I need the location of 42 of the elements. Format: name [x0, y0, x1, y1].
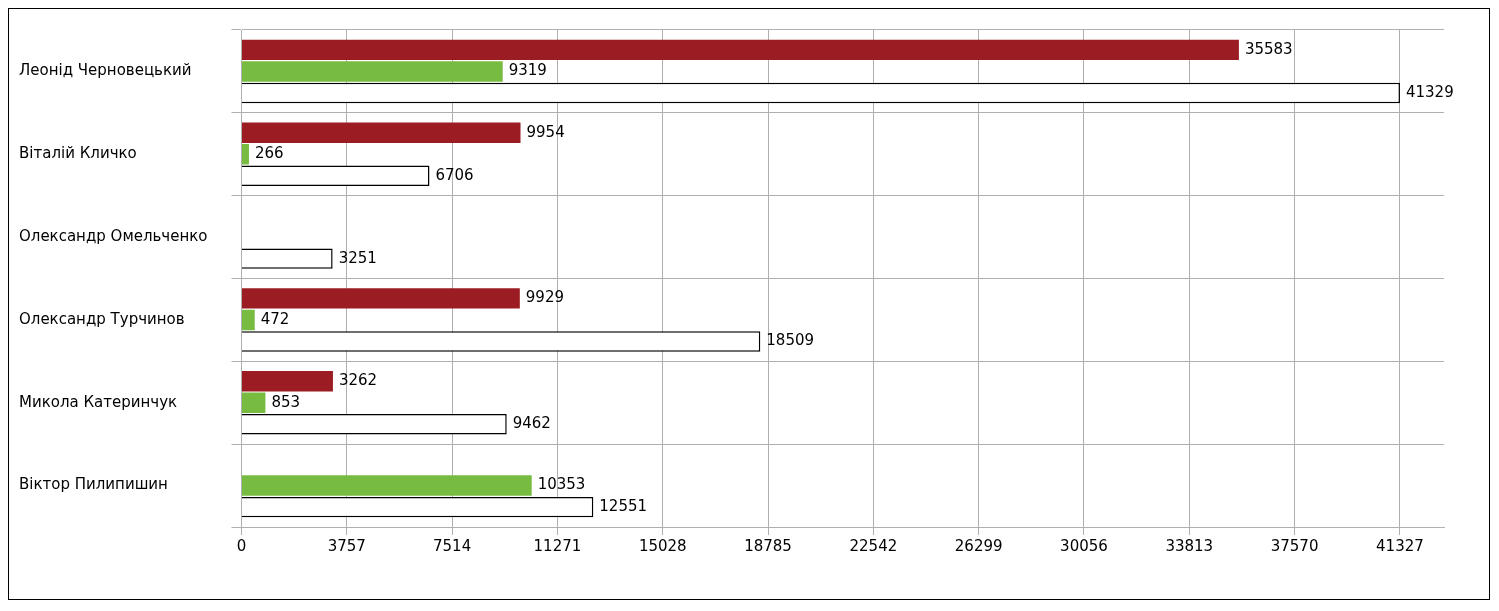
data-label: 12551 — [599, 497, 648, 516]
y-tick-label: Віталій Кличко — [19, 144, 137, 163]
bar — [242, 309, 255, 331]
x-tick-label: 11271 — [533, 536, 582, 555]
x-tick-label: 22542 — [849, 536, 898, 555]
y-tick-label: Олександр Омельченко — [19, 226, 208, 245]
data-label: 18509 — [766, 331, 815, 350]
data-label: 6706 — [435, 165, 474, 184]
data-label: 9319 — [508, 61, 547, 80]
bar — [242, 144, 249, 165]
y-tick-label: Леонід Черновецький — [19, 61, 192, 80]
bar — [242, 288, 520, 309]
data-label: 3262 — [338, 371, 378, 390]
data-label: 10353 — [537, 475, 586, 494]
data-label: 9929 — [525, 288, 564, 307]
bar — [242, 122, 521, 143]
x-tick-label: 26299 — [954, 536, 1003, 555]
bar — [242, 370, 333, 392]
bar — [242, 39, 1239, 61]
x-tick-label: 41327 — [1376, 536, 1424, 555]
x-tick-label: 7514 — [433, 536, 472, 555]
bar — [242, 475, 532, 496]
data-label: 3251 — [338, 248, 377, 267]
data-label: 9462 — [512, 414, 551, 433]
y-tick-label: Микола Катеринчук — [19, 392, 178, 411]
x-tick-label: 0 — [236, 536, 247, 555]
x-tick-label: 18785 — [744, 536, 792, 555]
data-label: 9954 — [526, 122, 565, 141]
x-tick-label: 37570 — [1270, 536, 1319, 555]
data-label: 266 — [254, 144, 284, 163]
y-tick-label: Олександр Турчинов — [19, 309, 185, 328]
data-label: 41329 — [1405, 82, 1454, 101]
data-label: 472 — [260, 309, 290, 328]
x-tick-label: 15028 — [638, 536, 687, 555]
y-tick-label: Віктор Пилипишин — [19, 475, 168, 494]
data-label: 35583 — [1244, 39, 1293, 58]
data-label: 853 — [271, 392, 301, 411]
x-tick-label: 30056 — [1060, 536, 1108, 555]
x-tick-label: 3757 — [327, 536, 366, 555]
bar — [242, 61, 503, 82]
x-tick-label: 33813 — [1165, 536, 1214, 555]
bar — [242, 392, 266, 413]
